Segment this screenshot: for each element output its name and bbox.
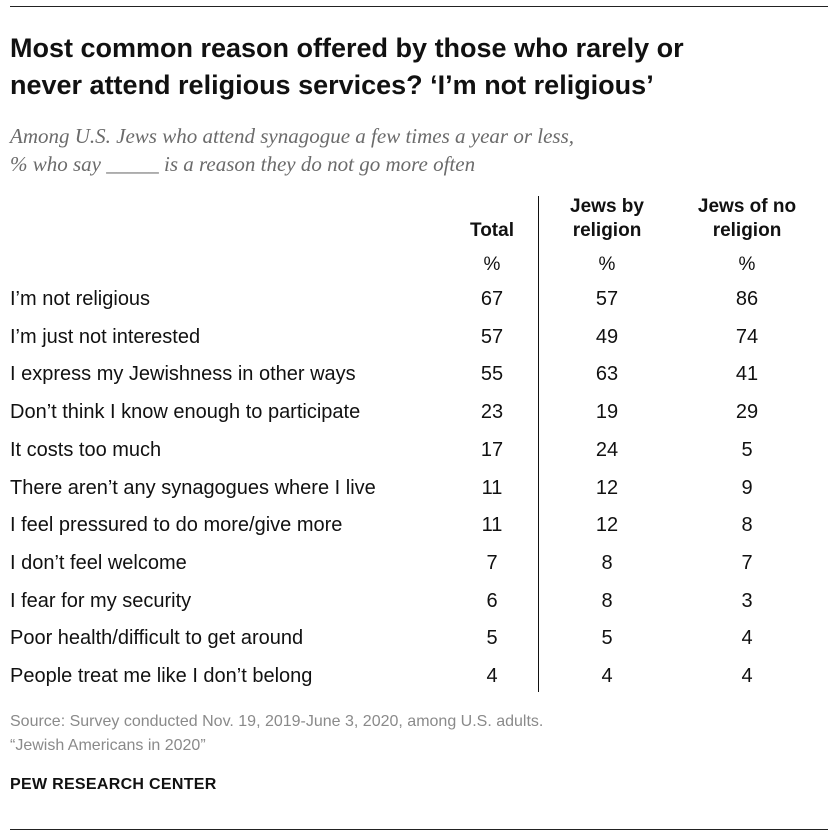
table-cell: 55: [480, 363, 504, 386]
table-cell: 41: [735, 363, 759, 386]
table-cell: 7: [741, 551, 753, 574]
table-cell: 4: [741, 627, 753, 650]
row-label: It costs too much: [10, 438, 162, 461]
table-cell: 12: [595, 514, 619, 537]
table-cell: 3: [741, 589, 753, 612]
title-line-1: Most common reason offered by those who …: [10, 33, 684, 63]
column-unit-3: %: [738, 254, 756, 275]
table-cell: 29: [735, 401, 759, 424]
table-cell: 86: [735, 288, 759, 310]
table-cell: 11: [481, 476, 503, 499]
chart-title: Most common reason offered by those who …: [10, 30, 820, 104]
column-unit-1: %: [483, 254, 501, 275]
table-cell: 74: [735, 325, 759, 348]
table-cell: 4: [601, 665, 613, 687]
table-cell: 8: [601, 551, 613, 574]
table-cell: 8: [741, 514, 753, 537]
chart-subtitle: Among U.S. Jews who attend synagogue a f…: [10, 122, 820, 178]
table-cell: 57: [480, 325, 504, 348]
row-label: There aren’t any synagogues where I live: [10, 476, 376, 499]
column-divider: [538, 196, 539, 692]
column-header-1: Total: [470, 220, 514, 241]
table-cell: 67: [480, 288, 504, 310]
title-line-2: never attend religious services? ‘I’m no…: [10, 70, 654, 100]
table-cell: 8: [601, 589, 613, 612]
row-label: People treat me like I don’t belong: [10, 665, 313, 687]
row-label: Don’t think I know enough to participate: [10, 401, 361, 424]
table-cell: 17: [480, 438, 504, 461]
table-cell: 4: [486, 665, 498, 687]
column-header-2: Jews by religion: [537, 195, 677, 243]
column-header-line-2: religion: [712, 220, 782, 241]
column-header-3: Jews of no religion: [677, 195, 817, 243]
table-cell: 23: [480, 401, 504, 424]
table-cell: 5: [486, 627, 498, 650]
table-cell: 12: [595, 476, 619, 499]
table-cell: 5: [601, 627, 613, 650]
row-label: I’m not religious: [10, 288, 151, 310]
table-cell: 7: [486, 551, 498, 574]
source-line-2: “Jewish Americans in 2020”: [10, 737, 206, 754]
subtitle-line-2: % who say _____ is a reason they do not …: [10, 152, 476, 176]
row-label: I express my Jewishness in other ways: [10, 363, 356, 386]
bottom-rule: [10, 829, 828, 830]
table-cell: 24: [595, 438, 619, 461]
table-cell: 5: [741, 438, 753, 461]
column-unit-2: %: [598, 254, 616, 275]
top-rule: [10, 6, 828, 7]
brand-logo-text: PEW RESEARCH CENTER: [10, 776, 217, 793]
table-cell: 49: [595, 325, 619, 348]
table-cell: 6: [486, 589, 498, 612]
row-label: I feel pressured to do more/give more: [10, 514, 343, 537]
column-header-line-1: Jews by: [570, 196, 644, 217]
table-cell: 4: [741, 665, 753, 687]
table-cell: 63: [595, 363, 619, 386]
row-label: Poor health/difficult to get around: [10, 627, 304, 650]
table-cell: 11: [481, 514, 503, 537]
column-header-line-2: religion: [572, 220, 642, 241]
table-cell: 19: [595, 401, 619, 424]
subtitle-line-1: Among U.S. Jews who attend synagogue a f…: [10, 124, 575, 148]
row-label: I fear for my security: [10, 589, 192, 612]
table-cell: 57: [595, 288, 619, 310]
table-cell: 9: [741, 476, 753, 499]
source-note: Source: Survey conducted Nov. 19, 2019-J…: [10, 710, 820, 758]
row-label: I don’t feel welcome: [10, 551, 187, 574]
source-line-1: Source: Survey conducted Nov. 19, 2019-J…: [10, 713, 544, 730]
row-label: I’m just not interested: [10, 325, 201, 348]
column-header-line-1: Jews of no: [697, 196, 797, 217]
